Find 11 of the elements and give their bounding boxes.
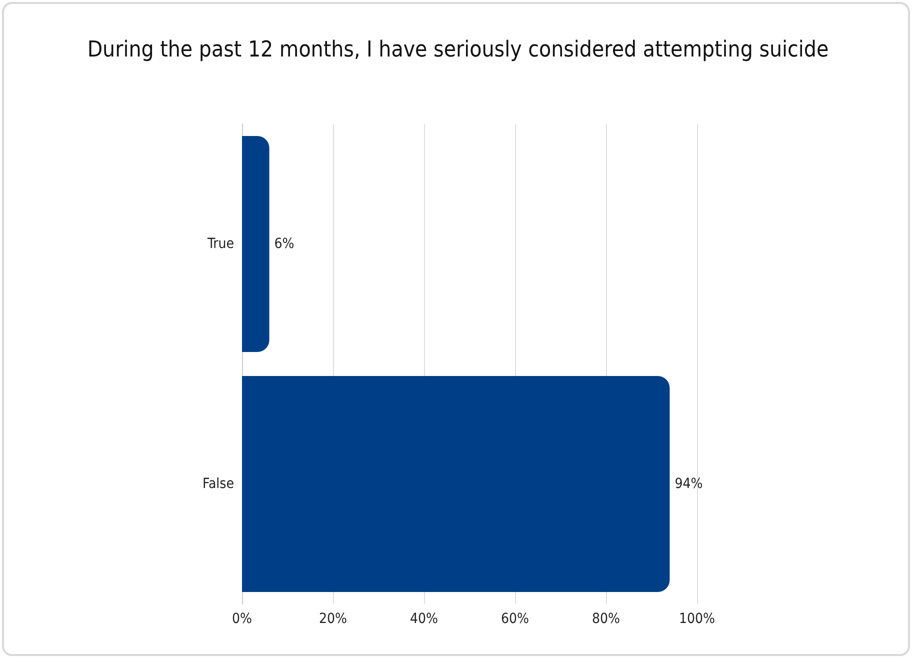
y-tick-label: True bbox=[206, 236, 234, 252]
x-tick-label: 80% bbox=[592, 611, 620, 627]
data-label: 94% bbox=[674, 476, 703, 492]
chart-title: During the past 12 months, I have seriously considered attempting suicide bbox=[87, 38, 829, 62]
x-tick-label: 100% bbox=[678, 611, 716, 627]
x-tick-label: 0% bbox=[232, 611, 252, 627]
x-tick-label: 60% bbox=[501, 611, 530, 627]
x-tick-label: 20% bbox=[319, 611, 348, 627]
data-label: 6% bbox=[274, 236, 294, 252]
x-tick-label: 40% bbox=[410, 611, 438, 627]
y-tick-label: False bbox=[202, 476, 234, 492]
